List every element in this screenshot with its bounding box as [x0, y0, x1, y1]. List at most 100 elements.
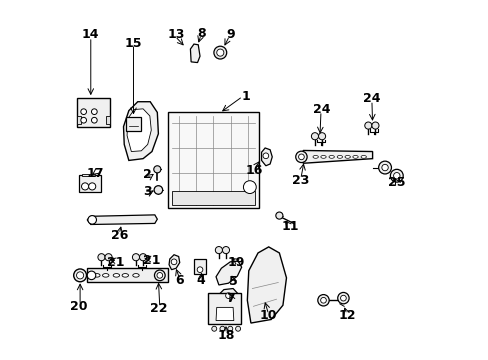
Circle shape — [171, 259, 177, 265]
Ellipse shape — [122, 274, 128, 277]
Polygon shape — [169, 255, 180, 270]
Bar — [87, 268, 168, 283]
Bar — [194, 259, 206, 274]
Text: 11: 11 — [281, 220, 298, 234]
Polygon shape — [190, 44, 200, 63]
Circle shape — [263, 153, 268, 159]
Circle shape — [381, 165, 387, 171]
Circle shape — [81, 183, 88, 190]
Circle shape — [81, 117, 86, 123]
Circle shape — [77, 272, 83, 279]
Polygon shape — [219, 288, 238, 304]
Bar — [126, 117, 141, 131]
Polygon shape — [127, 109, 151, 152]
Ellipse shape — [345, 156, 349, 158]
Circle shape — [225, 293, 231, 298]
Bar — [77, 116, 81, 124]
Ellipse shape — [337, 156, 342, 158]
Circle shape — [227, 326, 232, 331]
Circle shape — [88, 183, 96, 190]
Ellipse shape — [320, 156, 325, 158]
Text: 20: 20 — [70, 300, 88, 313]
Text: 22: 22 — [149, 302, 167, 315]
Circle shape — [220, 326, 224, 331]
Circle shape — [364, 122, 371, 129]
Circle shape — [81, 109, 86, 114]
Bar — [106, 116, 110, 124]
Circle shape — [153, 166, 161, 173]
Circle shape — [197, 267, 203, 273]
Circle shape — [317, 294, 328, 306]
Circle shape — [222, 247, 229, 254]
Circle shape — [87, 271, 96, 280]
Polygon shape — [247, 247, 286, 323]
Ellipse shape — [113, 274, 120, 277]
Text: 17: 17 — [87, 167, 104, 180]
Circle shape — [105, 254, 112, 261]
Text: 24: 24 — [313, 103, 330, 116]
Circle shape — [243, 181, 256, 194]
Polygon shape — [303, 150, 372, 163]
Text: 23: 23 — [291, 174, 309, 187]
Text: 12: 12 — [338, 310, 355, 323]
Bar — [171, 191, 255, 205]
Circle shape — [320, 297, 325, 303]
Text: 7: 7 — [226, 292, 235, 305]
Text: 26: 26 — [110, 229, 128, 242]
Circle shape — [393, 172, 399, 179]
Polygon shape — [261, 148, 272, 166]
Ellipse shape — [133, 274, 139, 277]
Circle shape — [275, 212, 283, 219]
Bar — [88, 174, 95, 176]
Circle shape — [378, 161, 391, 174]
Text: 25: 25 — [387, 176, 405, 189]
Circle shape — [298, 154, 304, 160]
Circle shape — [216, 49, 224, 56]
Bar — [208, 293, 241, 324]
Text: 6: 6 — [175, 274, 183, 287]
Circle shape — [311, 133, 318, 140]
Circle shape — [295, 151, 306, 163]
Circle shape — [88, 216, 96, 224]
Circle shape — [154, 186, 163, 194]
Text: 18: 18 — [217, 329, 234, 342]
Polygon shape — [216, 307, 233, 320]
Circle shape — [211, 326, 216, 331]
Ellipse shape — [93, 274, 100, 277]
Circle shape — [215, 247, 222, 254]
Circle shape — [318, 133, 325, 140]
Text: 5: 5 — [228, 275, 237, 288]
Bar — [79, 175, 101, 193]
Text: 21: 21 — [107, 256, 124, 269]
Circle shape — [389, 169, 403, 182]
Ellipse shape — [352, 156, 357, 158]
Text: 19: 19 — [227, 256, 245, 269]
Text: 16: 16 — [245, 163, 263, 176]
Text: 3: 3 — [143, 185, 152, 198]
Text: 8: 8 — [196, 27, 205, 40]
Circle shape — [74, 269, 86, 282]
Text: 15: 15 — [124, 36, 142, 50]
Text: 24: 24 — [363, 93, 380, 105]
Circle shape — [157, 273, 163, 278]
Ellipse shape — [312, 156, 318, 158]
Circle shape — [132, 254, 139, 261]
Circle shape — [235, 326, 240, 331]
Bar — [168, 112, 258, 208]
Circle shape — [154, 270, 165, 281]
Circle shape — [139, 254, 146, 261]
Circle shape — [91, 109, 97, 114]
Circle shape — [213, 46, 226, 59]
Circle shape — [337, 292, 348, 304]
Text: 4: 4 — [196, 274, 205, 287]
Circle shape — [91, 117, 97, 123]
Ellipse shape — [102, 274, 109, 277]
Ellipse shape — [360, 156, 366, 158]
Circle shape — [340, 295, 346, 301]
Polygon shape — [216, 261, 241, 285]
Text: 13: 13 — [167, 28, 184, 41]
Text: 9: 9 — [226, 28, 235, 41]
Circle shape — [98, 254, 105, 261]
Text: 10: 10 — [260, 310, 277, 323]
Polygon shape — [87, 215, 157, 225]
